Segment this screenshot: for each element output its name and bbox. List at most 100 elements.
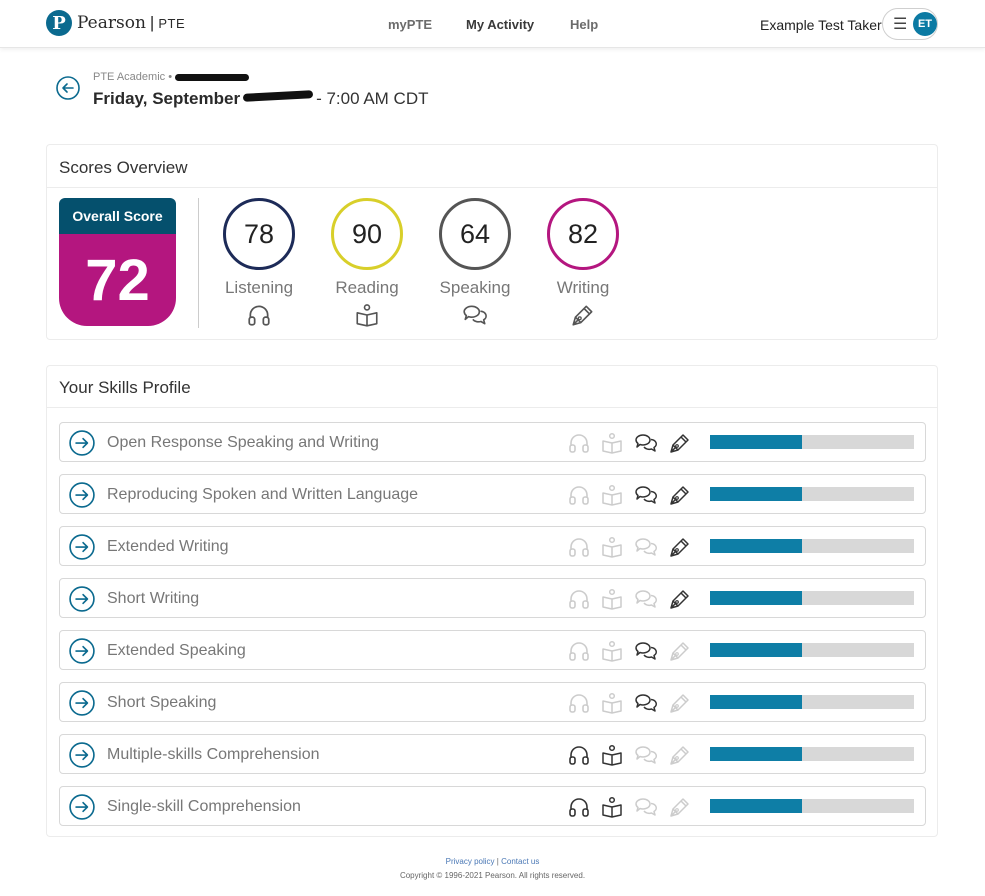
- progress-bar-fill: [710, 643, 802, 657]
- pen-icon: [670, 798, 689, 817]
- book-icon: [602, 796, 622, 818]
- book-icon: [602, 432, 622, 454]
- skill-score-speaking: 64 Speaking: [420, 198, 530, 333]
- skill-label: Writing: [556, 278, 610, 297]
- scores-overview-card: Scores Overview Overall Score 72 78 List…: [46, 144, 938, 340]
- footer-separator: |: [496, 857, 499, 866]
- user-menu-button[interactable]: ☰ ET: [882, 8, 938, 40]
- arrow-right-circle-icon[interactable]: [69, 690, 95, 716]
- pen-icon: [670, 434, 689, 453]
- skill-profile-row[interactable]: Extended Speaking: [59, 630, 926, 670]
- speech-bubbles-icon: [635, 434, 657, 452]
- pen-icon: [670, 746, 689, 765]
- skill-profile-label: Extended Writing: [107, 538, 229, 555]
- skill-profile-label: Single-skill Comprehension: [107, 798, 301, 815]
- book-icon: [602, 744, 622, 766]
- privacy-policy-link[interactable]: Privacy policy: [445, 857, 495, 866]
- divider: [198, 198, 199, 328]
- redaction-mark: [175, 74, 249, 81]
- skill-profile-row[interactable]: Single-skill Comprehension: [59, 786, 926, 826]
- progress-bar: [710, 747, 914, 761]
- pearson-logo-mark: P: [46, 10, 72, 36]
- skills-profile-card: Your Skills Profile Open Response Speaki…: [46, 365, 938, 837]
- arrow-right-circle-icon[interactable]: [69, 638, 95, 664]
- skill-label: Reading: [335, 278, 399, 297]
- headphones-icon: [569, 694, 589, 713]
- speech-bubbles-icon: [635, 694, 657, 712]
- arrow-right-circle-icon[interactable]: [69, 534, 95, 560]
- score-circle: 90: [331, 198, 403, 270]
- headphones-icon: [248, 305, 270, 326]
- progress-bar-fill: [710, 539, 802, 553]
- progress-bar-fill: [710, 591, 802, 605]
- speech-bubbles-icon: [635, 642, 657, 660]
- pen-icon: [670, 642, 689, 661]
- headphones-icon: [569, 590, 589, 609]
- skill-profile-label: Short Speaking: [107, 694, 217, 711]
- progress-bar: [710, 487, 914, 501]
- speech-bubbles-icon: [635, 538, 657, 556]
- arrow-right-circle-icon[interactable]: [69, 742, 95, 768]
- book-icon: [602, 484, 622, 506]
- pen-icon: [670, 538, 689, 557]
- headphones-icon: [569, 486, 589, 505]
- skill-score-listening: 78 Listening: [204, 198, 314, 333]
- progress-bar: [710, 435, 914, 449]
- brand-name: Pearson: [77, 13, 146, 33]
- pearson-logo[interactable]: P Pearson | PTE: [46, 10, 185, 36]
- progress-bar-fill: [710, 747, 802, 761]
- top-header: P Pearson | PTE myPTE My Activity Help E…: [0, 0, 985, 48]
- contact-us-link[interactable]: Contact us: [501, 857, 540, 866]
- progress-bar-fill: [710, 435, 802, 449]
- score-circle: 64: [439, 198, 511, 270]
- speech-bubbles-icon: [635, 746, 657, 764]
- skill-profile-row[interactable]: Reproducing Spoken and Written Language: [59, 474, 926, 514]
- skill-score-reading: 90 Reading: [312, 198, 422, 333]
- hamburger-icon: ☰: [893, 16, 908, 33]
- progress-bar: [710, 799, 914, 813]
- overall-score-value: 72: [59, 234, 176, 326]
- skill-profile-row[interactable]: Short Speaking: [59, 682, 926, 722]
- pen-icon: [670, 486, 689, 505]
- overall-score-label: Overall Score: [59, 198, 176, 234]
- skill-profile-label: Short Writing: [107, 590, 200, 607]
- nav-mypte[interactable]: myPTE: [388, 17, 433, 32]
- skill-profile-row[interactable]: Short Writing: [59, 578, 926, 618]
- arrow-right-circle-icon[interactable]: [69, 586, 95, 612]
- nav-my-activity[interactable]: My Activity: [466, 17, 535, 32]
- nav-help[interactable]: Help: [570, 17, 599, 32]
- progress-bar: [710, 591, 914, 605]
- divider: [47, 407, 937, 408]
- skill-profile-label: Extended Speaking: [107, 642, 246, 659]
- back-arrow-icon[interactable]: [56, 76, 80, 100]
- book-icon: [602, 588, 622, 610]
- skill-profile-row[interactable]: Open Response Speaking and Writing: [59, 422, 926, 462]
- footer-links: Privacy policy | Contact us: [0, 857, 985, 866]
- arrow-right-circle-icon[interactable]: [69, 794, 95, 820]
- skill-profile-label: Reproducing Spoken and Written Language: [107, 486, 419, 503]
- pen-icon: [572, 305, 593, 326]
- headphones-icon: [569, 642, 589, 661]
- pen-icon: [670, 590, 689, 609]
- skill-profile-label: Open Response Speaking and Writing: [107, 434, 379, 451]
- progress-bar-fill: [710, 695, 802, 709]
- speech-bubbles-icon: [635, 798, 657, 816]
- progress-bar: [710, 539, 914, 553]
- pen-icon: [670, 694, 689, 713]
- overall-score-badge: Overall Score 72: [59, 198, 176, 326]
- avatar: ET: [913, 12, 937, 36]
- skill-profile-row[interactable]: Multiple-skills Comprehension: [59, 734, 926, 774]
- book-icon: [602, 640, 622, 662]
- arrow-right-circle-icon[interactable]: [69, 482, 95, 508]
- book-icon: [602, 692, 622, 714]
- speech-bubbles-icon: [463, 305, 487, 325]
- score-circle: 82: [547, 198, 619, 270]
- speech-bubbles-icon: [635, 590, 657, 608]
- skill-profile-row[interactable]: Extended Writing: [59, 526, 926, 566]
- progress-bar: [710, 643, 914, 657]
- arrow-right-circle-icon[interactable]: [69, 430, 95, 456]
- score-circle: 78: [223, 198, 295, 270]
- headphones-icon: [569, 798, 589, 817]
- headphones-icon: [569, 434, 589, 453]
- progress-bar-fill: [710, 799, 802, 813]
